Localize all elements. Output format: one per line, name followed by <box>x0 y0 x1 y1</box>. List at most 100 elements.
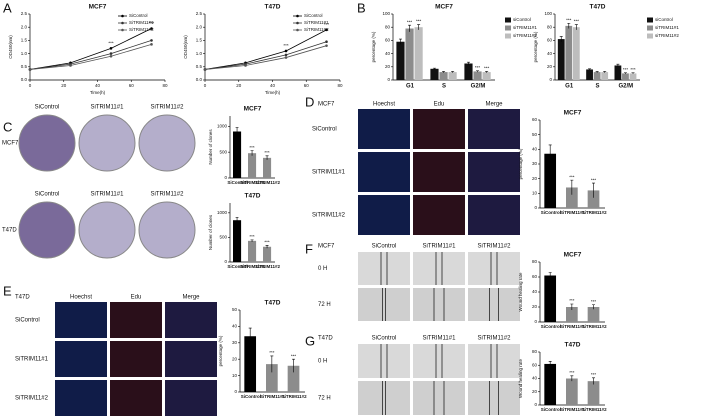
wound-image <box>358 344 410 378</box>
y-tick-label: 20 <box>547 64 553 69</box>
error-bar <box>442 71 446 73</box>
y-tick-label: 0 <box>534 205 537 210</box>
x-tick-label: G1 <box>406 84 415 90</box>
y-tick-label: 60 <box>532 117 538 122</box>
error-bar <box>466 61 470 65</box>
y-tick-label: 2.0 <box>21 24 28 29</box>
error-bar <box>559 36 563 42</box>
wound-image <box>468 252 520 285</box>
chart-title: T47D <box>565 342 581 349</box>
column-label: Edu <box>434 102 445 108</box>
y-tick-label: 50 <box>232 307 238 312</box>
row-label: 72 H <box>318 302 331 308</box>
panel-letter: B <box>357 0 366 15</box>
bar <box>448 72 457 80</box>
x-tick-label: 20 <box>236 83 242 88</box>
y-axis-label: OD450(nm) <box>183 35 188 59</box>
y-tick-label: 10 <box>232 373 238 378</box>
significance: *** <box>591 299 597 304</box>
significance: *** <box>264 239 270 244</box>
y-tick-label: 0 <box>234 389 237 394</box>
x-tick-label: G2/M <box>618 84 633 90</box>
x-tick-label: 20 <box>61 83 67 88</box>
error-bar <box>292 358 296 373</box>
wound-image <box>413 344 465 378</box>
significance: *** <box>283 43 289 48</box>
error-bar <box>417 24 421 30</box>
chart-title: MCF7 <box>564 252 582 259</box>
y-tick-label: 60 <box>547 38 553 43</box>
fluorescence-image <box>358 109 410 149</box>
y-tick-label: 100 <box>544 11 552 16</box>
legend-marker <box>121 28 124 32</box>
x-tick-label: SiTRIM11#2 <box>255 264 281 269</box>
x-tick-label: SiTRIM11#2 <box>255 180 281 185</box>
x-tick-label: G2/M <box>471 84 486 90</box>
panel-letter: A <box>3 0 12 15</box>
colony-dish <box>78 201 136 259</box>
x-axis-label: Time(h) <box>265 90 281 95</box>
panel-title: MCF7 <box>318 102 335 108</box>
y-axis-label: Wound healing rate <box>518 272 523 311</box>
significance: *** <box>149 21 155 26</box>
bar <box>601 72 609 80</box>
fluorescence-image <box>165 380 217 416</box>
data-point <box>109 52 113 55</box>
error-bar <box>567 22 571 29</box>
legend-label: SiTRIM11#2 <box>129 27 154 32</box>
bar <box>233 220 242 262</box>
significance: *** <box>591 177 597 182</box>
error-bar <box>235 216 239 224</box>
y-tick-label: 2.5 <box>21 11 28 16</box>
y-tick-label: 2.5 <box>196 11 203 16</box>
bar <box>405 28 414 80</box>
x-tick-label: SiControl <box>541 210 561 215</box>
data-point <box>325 28 328 32</box>
x-tick-label: SiControl <box>541 407 561 412</box>
y-tick-label: 40 <box>385 51 391 56</box>
x-tick-label: SiTRIM11#2 <box>582 210 608 215</box>
bar <box>473 71 482 80</box>
column-label: SiControl <box>372 336 397 342</box>
y-tick-label: 1.5 <box>21 38 28 43</box>
y-tick-label: 40 <box>532 376 538 381</box>
significance: *** <box>407 19 413 24</box>
error-bar <box>408 24 412 32</box>
panel-letter: G <box>305 333 315 348</box>
y-tick-label: 50 <box>532 132 538 137</box>
error-bar <box>570 375 574 382</box>
column-label: SiControl <box>372 244 397 250</box>
y-tick-label: 20 <box>232 356 238 361</box>
y-tick-label: 40 <box>532 289 538 294</box>
wound-image <box>413 252 465 285</box>
fluorescence-image <box>413 152 465 192</box>
wound-image <box>358 288 410 321</box>
chart-title: MCF7 <box>244 106 262 113</box>
column-label: Merge <box>182 295 200 301</box>
x-tick-label: 80 <box>337 83 343 88</box>
data-point <box>284 56 288 59</box>
x-tick-label: SiControl <box>227 180 247 185</box>
y-tick-label: 500 <box>219 149 227 154</box>
x-tick-label: SiTRIM11#1 <box>240 264 266 269</box>
y-tick-label: 20 <box>532 389 538 394</box>
y-tick-label: 1.0 <box>21 51 28 56</box>
x-tick-label: 40 <box>270 83 276 88</box>
y-tick-label: 80 <box>532 259 538 264</box>
x-tick-label: SiControl <box>541 324 561 329</box>
error-bar <box>570 303 574 310</box>
legend-label: siTRIM11#1 <box>513 25 537 30</box>
x-tick-label: SiTRIM11#2 <box>582 407 608 412</box>
series-line <box>204 45 327 70</box>
row-label: T47D <box>2 228 17 234</box>
y-tick-label: 0.0 <box>21 77 28 82</box>
y-tick-label: 40 <box>232 324 238 329</box>
significance: *** <box>569 370 575 375</box>
significance: *** <box>484 66 490 71</box>
y-tick-label: 2.0 <box>196 24 203 29</box>
error-bar <box>476 70 480 73</box>
y-axis-label: Wound healing rate <box>518 359 523 398</box>
significance: *** <box>630 67 636 72</box>
chart-title: T47D <box>265 4 281 11</box>
y-tick-label: 500 <box>219 235 227 240</box>
